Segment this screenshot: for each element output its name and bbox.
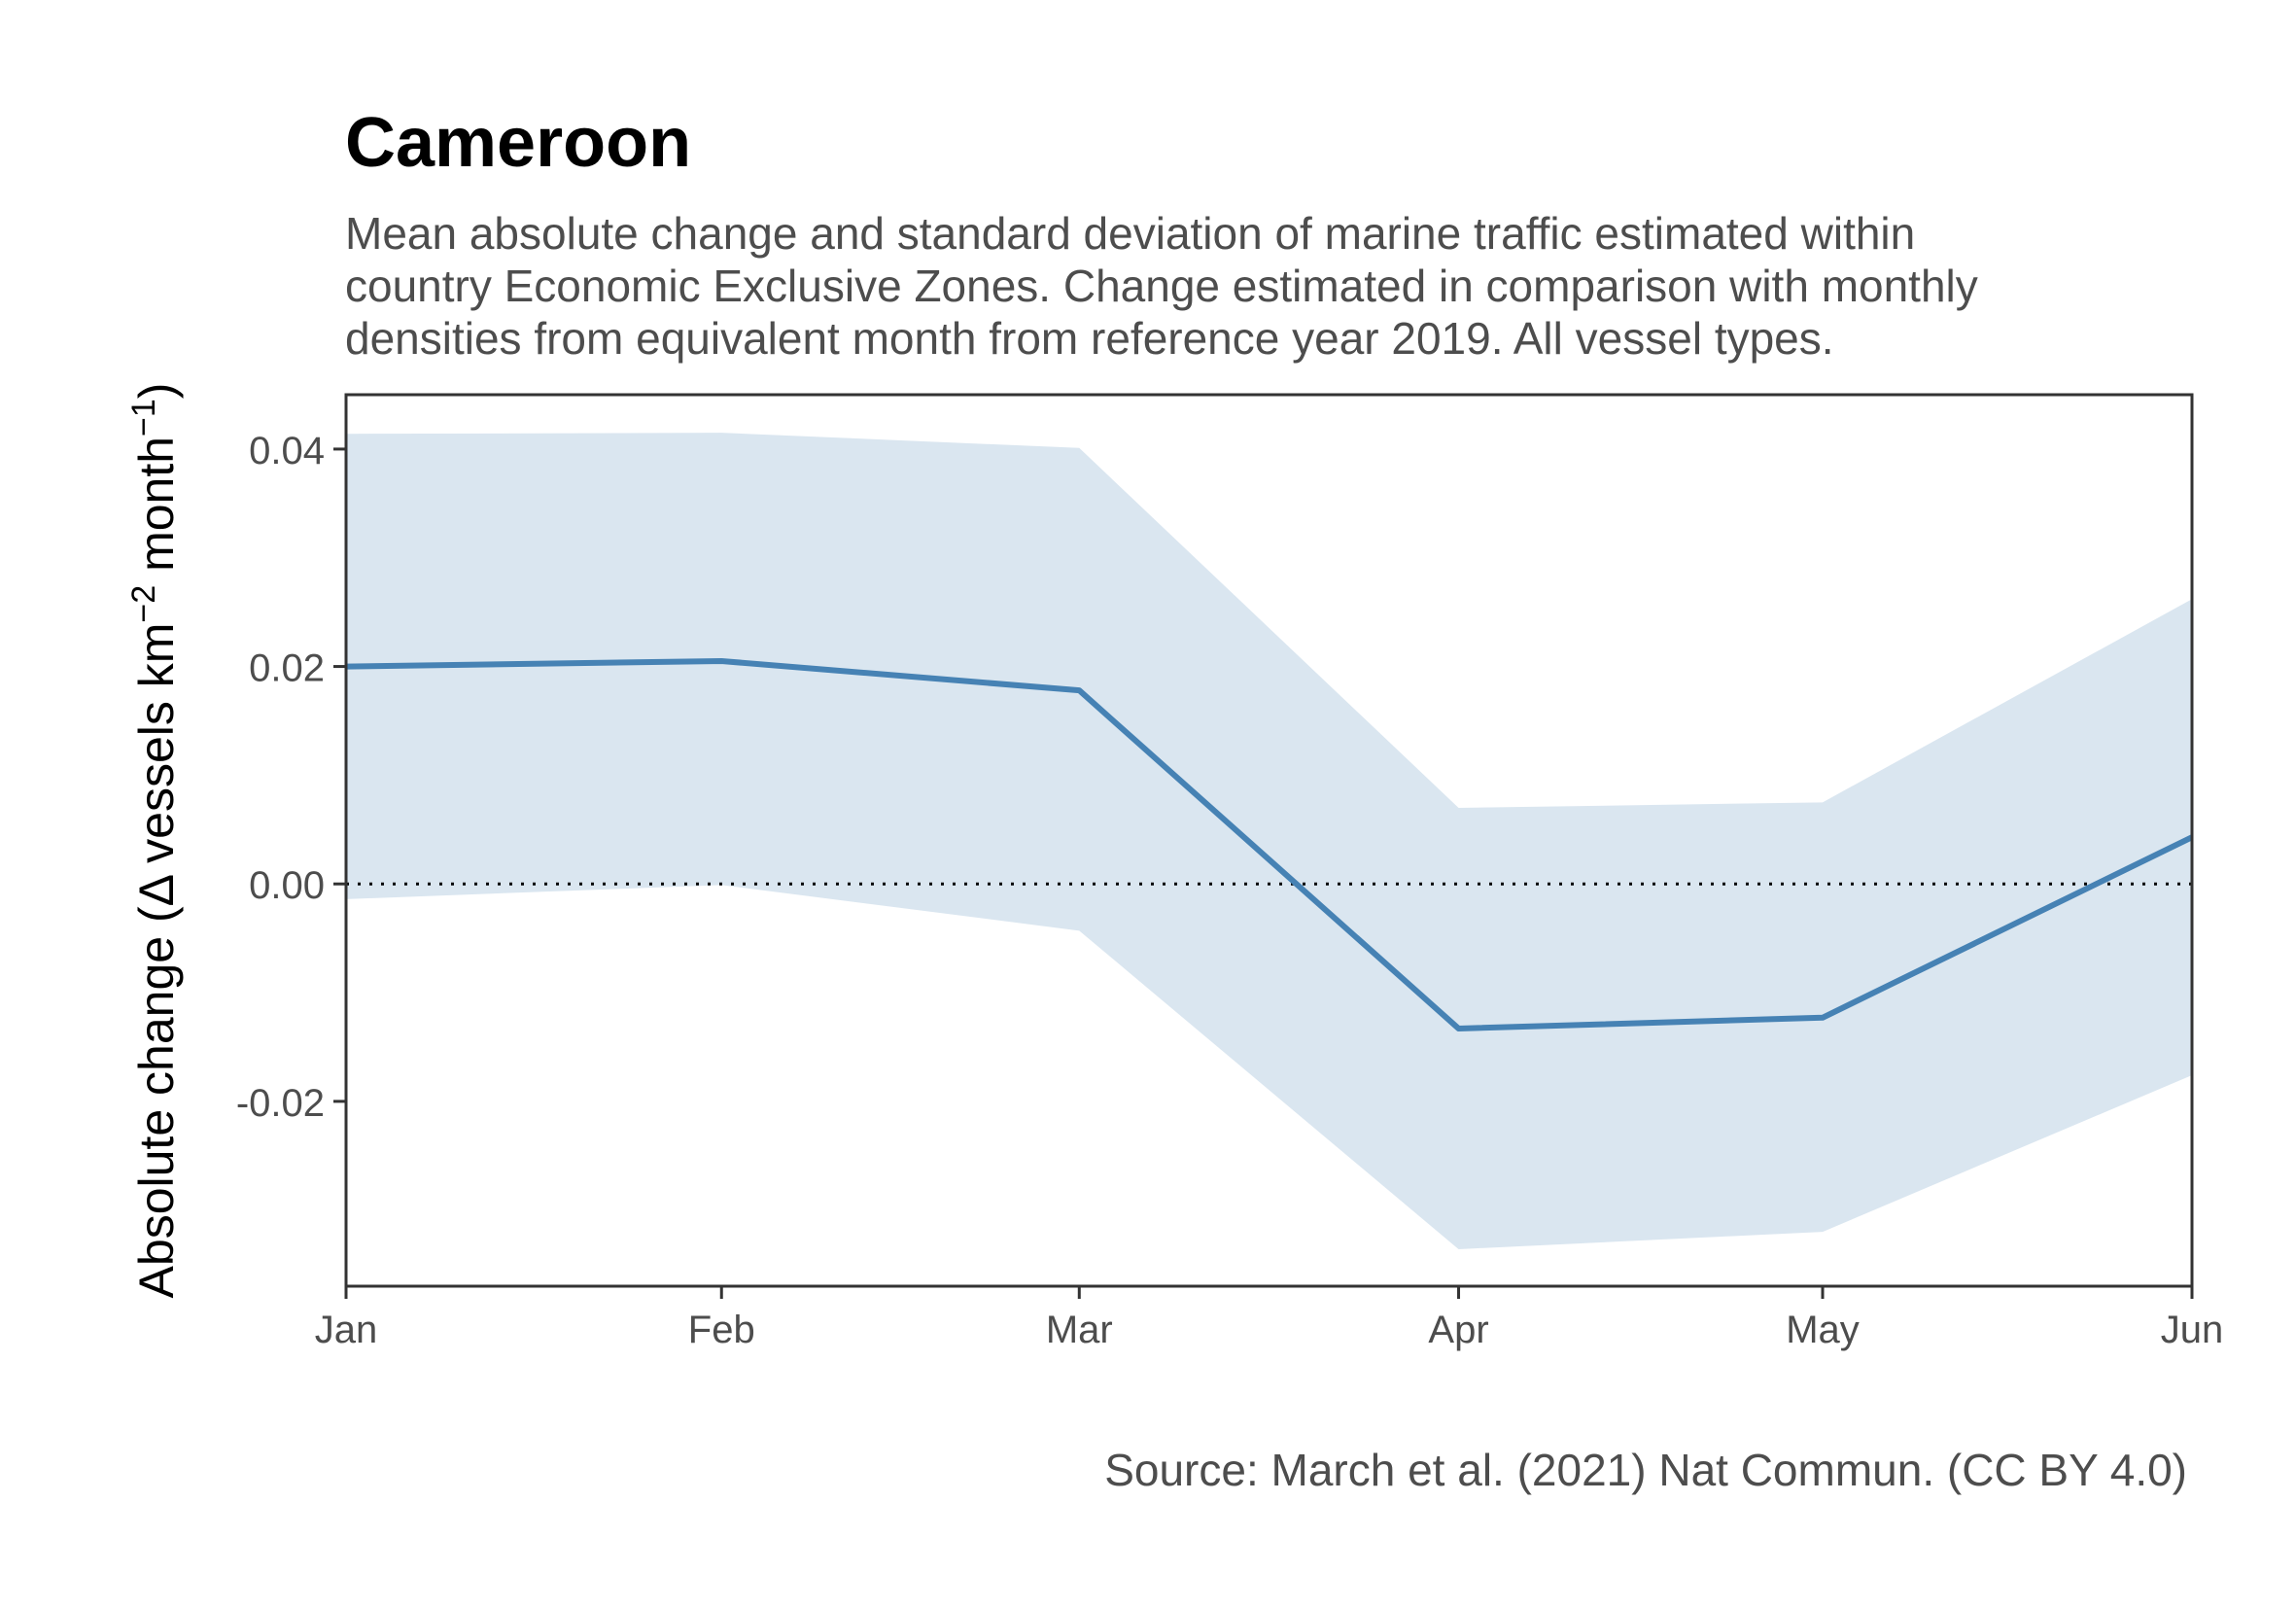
y-axis-ticks: 0.04 0.02 0.00 -0.02 (236, 430, 346, 1125)
y-axis-label-sup2: −1 (125, 399, 162, 437)
y-tick-label: -0.02 (236, 1082, 325, 1125)
y-axis-label-mid: month (129, 437, 184, 585)
sd-band-layer (346, 433, 2192, 1249)
subtitle-line: densities from equivalent month from ref… (345, 313, 1834, 364)
y-axis-label-delta: Δ (129, 875, 184, 906)
x-tick-label: Jan (315, 1309, 378, 1351)
plot-panel-border (344, 393, 2194, 1288)
x-axis-ticks: Jan Feb Mar Apr May Jun (315, 1286, 2224, 1351)
sd-band (346, 433, 2192, 1249)
y-tick-label: 0.02 (249, 647, 325, 690)
y-axis-label-sup1: −2 (125, 585, 162, 623)
x-tick-label: Mar (1046, 1309, 1113, 1351)
x-tick-label: May (1786, 1309, 1860, 1351)
subtitle-line: country Economic Exclusive Zones. Change… (345, 261, 1978, 311)
x-tick-label: Apr (1428, 1309, 1488, 1351)
mean-change-line (345, 657, 2194, 1031)
y-axis-label-main: vessels km (129, 623, 184, 877)
source-caption: Source: March et al. (2021) Nat Commun. … (1104, 1445, 2187, 1495)
x-tick-label: Jun (2161, 1309, 2224, 1351)
chart-subtitle: Mean absolute change and standard deviat… (345, 207, 2192, 365)
y-axis-label-close: ) (129, 383, 184, 400)
y-tick-label: 0.00 (249, 864, 325, 907)
y-axis-label-prefix: Absolute change ( (129, 906, 184, 1298)
chart-title: Cameroon (345, 104, 692, 182)
subtitle-line: Mean absolute change and standard deviat… (345, 208, 1916, 259)
y-tick-label: 0.04 (249, 430, 325, 472)
x-tick-label: Feb (688, 1309, 755, 1351)
y-axis-label: Absolute change (Δ vessels km−2 month−1) (125, 383, 184, 1299)
